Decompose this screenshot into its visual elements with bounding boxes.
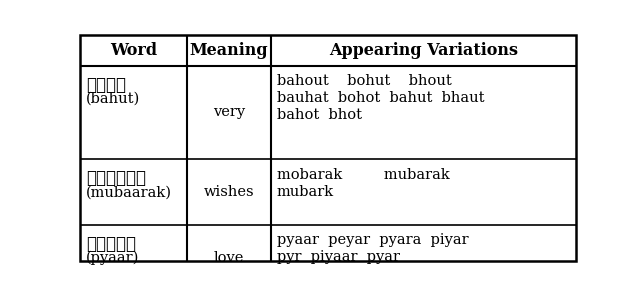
Text: (pyaar): (pyaar): [86, 251, 140, 265]
Text: wishes: wishes: [204, 185, 254, 199]
Text: मुबारक: मुबारक: [86, 169, 146, 188]
Text: (bahut): (bahut): [86, 92, 140, 106]
Text: Appearing Variations: Appearing Variations: [329, 42, 518, 59]
Text: mobarak         mubarak: mobarak mubarak: [277, 168, 450, 182]
Text: Word: Word: [109, 42, 157, 59]
Text: bahot  bhot: bahot bhot: [277, 108, 362, 122]
Text: बहुत: बहुत: [86, 76, 126, 94]
Text: bahout    bohut    bhout: bahout bohut bhout: [277, 74, 452, 88]
Text: very: very: [212, 105, 245, 120]
Text: (mubaarak): (mubaarak): [86, 186, 172, 200]
Text: pyr  piyaar  pyar: pyr piyaar pyar: [277, 250, 400, 264]
Text: pyaar  peyar  pyara  piyar: pyaar peyar pyara piyar: [277, 233, 468, 247]
Text: प्यार: प्यार: [86, 235, 136, 253]
Text: love: love: [214, 251, 244, 265]
Text: Meaning: Meaning: [189, 42, 268, 59]
Text: bauhat  bohot  bahut  bhaut: bauhat bohot bahut bhaut: [277, 91, 484, 105]
Text: mubark: mubark: [277, 185, 334, 199]
